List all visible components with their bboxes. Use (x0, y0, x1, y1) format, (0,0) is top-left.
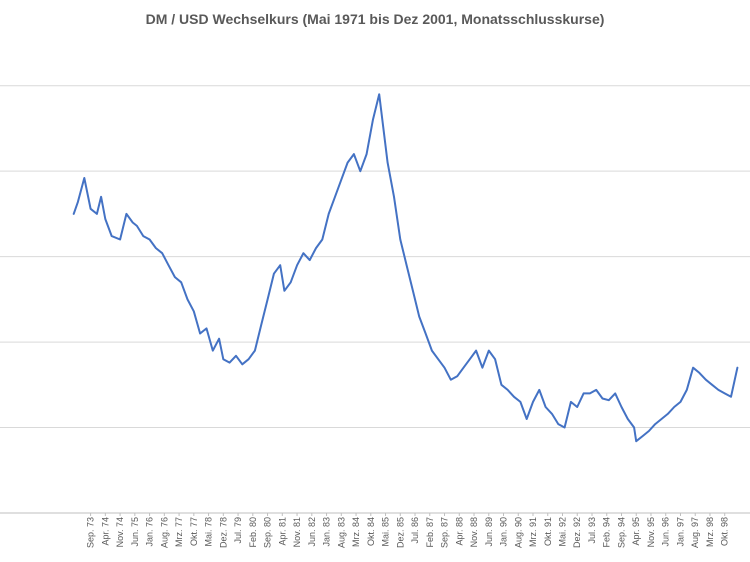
series-line-dm-usd (72, 93, 739, 443)
x-tick-label: Sep. 80 (263, 517, 273, 548)
x-tick-label: Mai. 92 (558, 517, 568, 547)
x-tick-label: Apr. 95 (631, 517, 641, 546)
x-tick-label: Jul. 79 (233, 517, 243, 544)
x-tick-label: Mai. 85 (381, 517, 391, 547)
x-tick-label: Dez. 85 (395, 517, 405, 548)
x-tick-label: Nov. 88 (469, 517, 479, 547)
x-tick-label: Apr. 88 (454, 517, 464, 546)
x-tick-label: Jun. 82 (307, 517, 317, 547)
x-tick-label: Apr. 81 (277, 517, 287, 546)
x-tick-label: Aug. 97 (690, 517, 700, 548)
x-tick-label: Aug. 83 (336, 517, 346, 548)
x-tick-label: Mrz. 84 (351, 517, 361, 547)
x-tick-label: Dez. 92 (572, 517, 582, 548)
x-tick-label: Aug. 90 (513, 517, 523, 548)
x-tick-label: Nov. 81 (292, 517, 302, 547)
x-tick-label: Jun. 75 (130, 517, 140, 547)
x-tick-label: Mrz. 98 (705, 517, 715, 547)
x-tick-label: Feb. 87 (425, 517, 435, 548)
x-tick-label: Jul. 93 (587, 517, 597, 544)
x-tick-label: Okt. 98 (720, 517, 730, 546)
x-tick-label: Okt. 84 (366, 517, 376, 546)
x-tick-label: Feb. 94 (602, 517, 612, 548)
x-tick-label: Jan. 76 (145, 517, 155, 547)
x-tick-label: Aug. 76 (159, 517, 169, 548)
x-tick-label: Feb. 80 (248, 517, 258, 548)
x-tick-label: Jun. 89 (484, 517, 494, 547)
x-tick-label: Jun. 96 (661, 517, 671, 547)
x-tick-label: Nov. 74 (115, 517, 125, 547)
x-tick-label: Sep. 87 (440, 517, 450, 548)
x-tick-label: Sep. 94 (616, 517, 626, 548)
x-tick-label: Okt. 91 (543, 517, 553, 546)
x-tick-label: Nov. 95 (646, 517, 656, 547)
x-tick-label: Mrz. 77 (174, 517, 184, 547)
x-tick-label: Okt. 77 (189, 517, 199, 546)
gridlines (0, 85, 750, 429)
x-tick-label: Sep. 73 (86, 517, 96, 548)
x-tick-label: Jan. 97 (675, 517, 685, 547)
x-tick-label: Dez. 78 (218, 517, 228, 548)
x-tick-label: Mai. 78 (204, 517, 214, 547)
chart-title: DM / USD Wechselkurs (Mai 1971 bis Dez 2… (146, 11, 605, 27)
x-axis-tick-labels: Sep. 73 Apr. 74 Nov. 74 Jun. 75 Jan. 76 Aug. … (86, 513, 730, 548)
x-tick-label: Apr. 74 (100, 517, 110, 546)
x-tick-label: Jan. 90 (499, 517, 509, 547)
x-tick-label: Jan. 83 (322, 517, 332, 547)
x-tick-label: Mrz. 91 (528, 517, 538, 547)
x-tick-label: Jul. 86 (410, 517, 420, 544)
